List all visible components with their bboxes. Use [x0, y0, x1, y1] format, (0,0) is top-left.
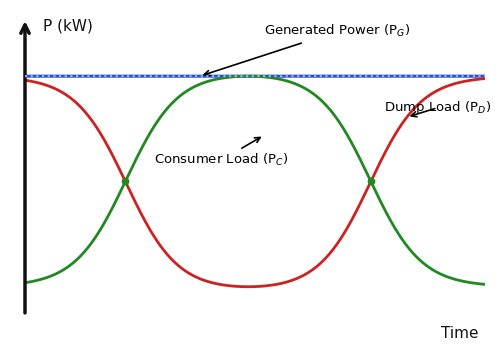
Text: P (kW): P (kW)	[44, 19, 94, 34]
Text: Time: Time	[440, 326, 478, 341]
Text: Dump Load (P$_D$): Dump Load (P$_D$)	[384, 99, 491, 117]
Text: Generated Power (P$_G$): Generated Power (P$_G$)	[204, 24, 410, 76]
Text: Consumer Load (P$_C$): Consumer Load (P$_C$)	[154, 137, 288, 169]
